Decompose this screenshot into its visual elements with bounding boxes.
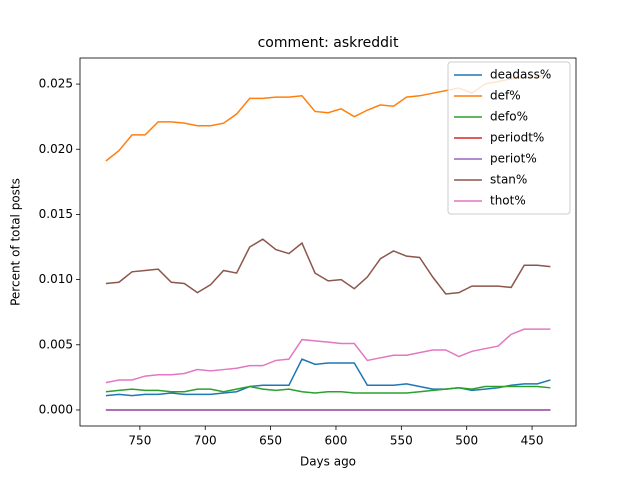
y-tick-label: 0.020 bbox=[39, 142, 73, 156]
series-line bbox=[105, 328, 551, 384]
y-tick-label: 0.000 bbox=[39, 402, 73, 416]
x-axis-label: Days ago bbox=[300, 455, 356, 469]
series-line bbox=[105, 385, 551, 394]
x-tick-label: 750 bbox=[128, 434, 151, 448]
legend-label: def% bbox=[490, 89, 521, 103]
legend-label: thot% bbox=[490, 194, 526, 208]
legend-label: stan% bbox=[490, 173, 527, 187]
x-tick-label: 500 bbox=[455, 434, 478, 448]
y-tick-label: 0.015 bbox=[39, 207, 73, 221]
y-tick-label: 0.010 bbox=[39, 272, 73, 286]
legend-label: periot% bbox=[490, 152, 537, 166]
x-tick-label: 650 bbox=[259, 434, 282, 448]
x-tick-label: 450 bbox=[521, 434, 544, 448]
legend-label: defo% bbox=[490, 110, 528, 124]
legend-label: periodt% bbox=[490, 131, 544, 145]
y-axis-label: Percent of total posts bbox=[9, 178, 23, 306]
x-tick-label: 700 bbox=[194, 434, 217, 448]
y-tick-label: 0.005 bbox=[39, 337, 73, 351]
plot-frame bbox=[79, 57, 577, 427]
x-tick-label: 600 bbox=[325, 434, 348, 448]
series-line bbox=[105, 238, 551, 295]
legend-box bbox=[447, 61, 571, 215]
x-tick-label: 550 bbox=[390, 434, 413, 448]
series-line bbox=[105, 358, 551, 397]
chart-title: comment: askreddit bbox=[258, 35, 399, 51]
y-tick-label: 0.025 bbox=[39, 77, 73, 91]
legend-label: deadass% bbox=[490, 68, 551, 82]
